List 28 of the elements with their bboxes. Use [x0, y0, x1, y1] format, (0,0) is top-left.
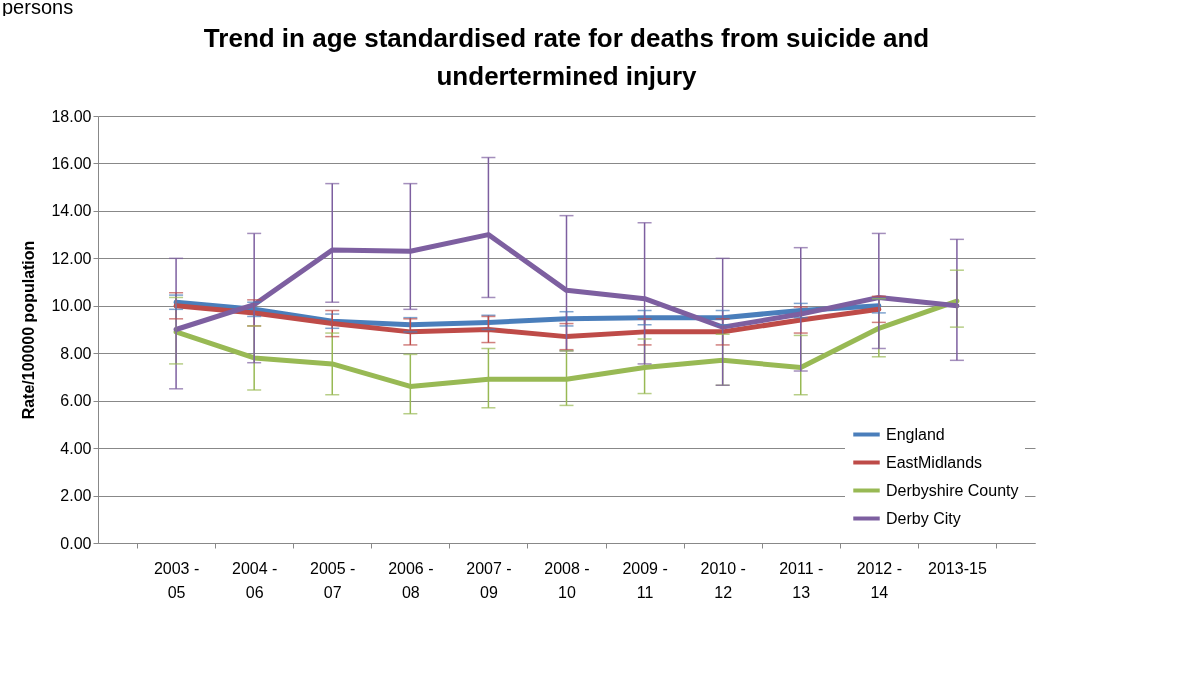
- legend-label: Derby City: [886, 509, 961, 527]
- legend-label: Derbyshire County: [886, 481, 1019, 499]
- y-tick-label: 18.00: [51, 107, 92, 125]
- x-tick-label: 2011 - 13: [779, 559, 824, 601]
- y-tick-label: 6.00: [60, 392, 92, 410]
- y-tick-label: 16.00: [51, 154, 92, 172]
- x-tick-label: 2008 - 10: [544, 559, 590, 601]
- x-tick-label: 2003 - 05: [153, 559, 200, 601]
- y-tick-label: 2.00: [60, 487, 92, 505]
- y-tick-label: 10.00: [51, 297, 92, 315]
- x-tick-label: 2012 - 14: [856, 559, 903, 601]
- chart-title: Trend in age standardised rate for deaths from suicide and undertermined injury: [203, 23, 930, 91]
- x-tick-label: 2010 - 12: [700, 559, 746, 601]
- x-tick-label: 2009 - 11: [622, 559, 668, 601]
- x-tick-label: 2004 - 06: [231, 559, 278, 601]
- x-tick-label: 2006 - 08: [388, 559, 434, 601]
- legend-label: EastMidlands: [886, 453, 983, 471]
- y-tick-label: 12.00: [51, 249, 92, 267]
- y-tick-label: 4.00: [60, 439, 92, 457]
- x-tick-label: 2007 - 09: [466, 559, 512, 601]
- legend-label: England: [886, 425, 945, 443]
- x-tick-label: 2005 - 07: [310, 559, 356, 601]
- text: persons: [1, 0, 75, 18]
- y-axis-title: Rate/100000 population: [20, 240, 38, 420]
- x-tick-label: 2013-15: [928, 559, 987, 577]
- y-tick-label: 14.00: [51, 202, 92, 220]
- y-tick-label: 0.00: [60, 534, 92, 552]
- y-tick-label: 8.00: [60, 344, 92, 362]
